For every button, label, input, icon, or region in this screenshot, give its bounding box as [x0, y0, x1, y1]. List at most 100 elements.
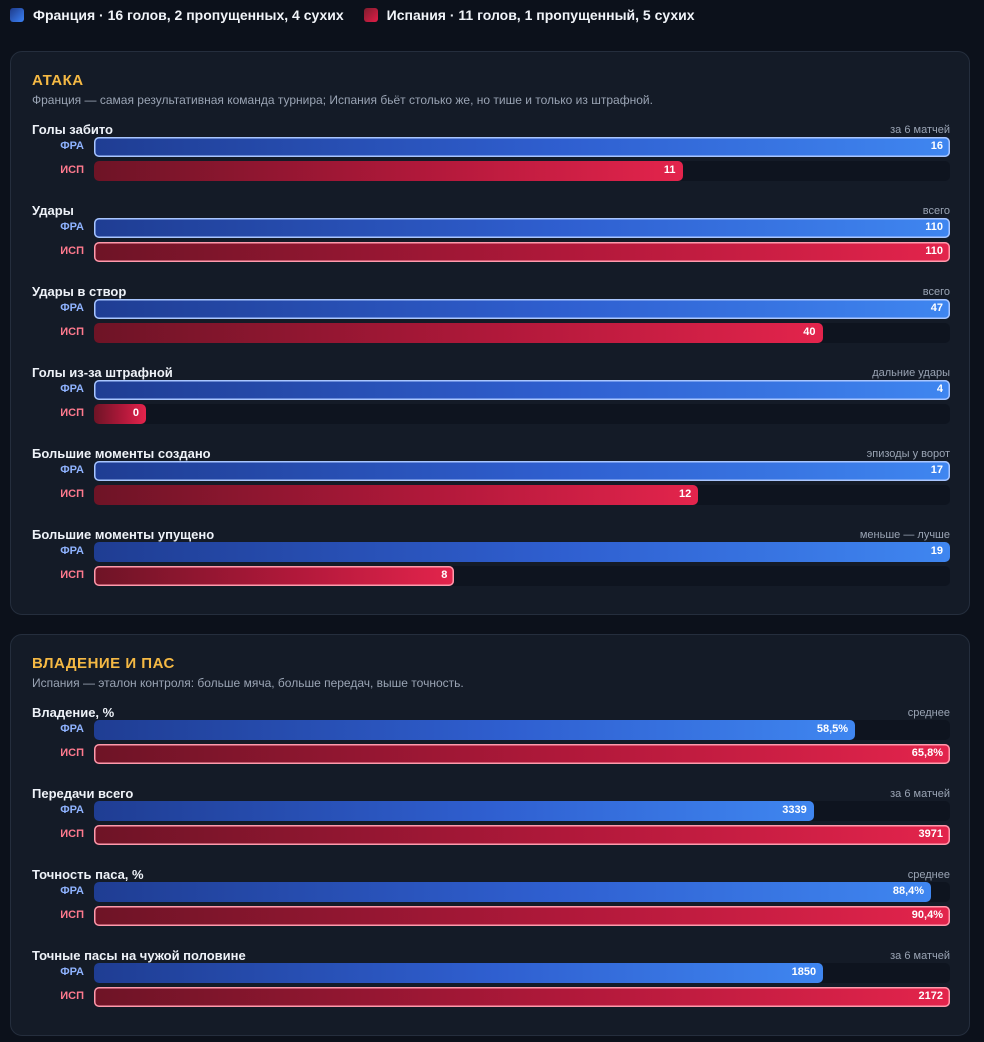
metric-0-5: Большие моменты упущено меньше — лучше ФРА… — [32, 527, 950, 605]
esp-bar-track: 65,8% — [94, 744, 950, 764]
esp-bar-value: 8 — [441, 569, 448, 581]
fra-bar: 3339 — [94, 801, 814, 821]
legend-label-france: Франция · 16 голов, 2 пропущенных, 4 сух… — [33, 7, 344, 23]
metric-0-0: Голы забито за 6 матчей ФРА 16 ИСП 11 — [32, 122, 950, 200]
esp-team-label: ИСП — [60, 164, 84, 176]
fra-team-label: ФРА — [60, 383, 84, 395]
fra-team-label: ФРА — [60, 966, 84, 978]
fra-team-label: ФРА — [60, 140, 84, 152]
metric-note: за 6 матчей — [890, 124, 950, 136]
fra-bar-track: 88,4% — [94, 882, 950, 902]
metric-1-2: Точность паса, % среднее ФРА 88,4% ИСП 90,4% — [32, 867, 950, 945]
metric-1-1: Передачи всего за 6 матчей ФРА 3339 ИСП 3971 — [32, 786, 950, 864]
fra-row: ФРА 88,4% — [32, 882, 950, 902]
esp-bar-value: 2172 — [918, 990, 943, 1002]
legend: Франция · 16 голов, 2 пропущенных, 4 сух… — [10, 7, 715, 23]
metric-0-1: Удары всего ФРА 110 ИСП 110 — [32, 203, 950, 281]
esp-row: ИСП 40 — [32, 323, 950, 343]
esp-team-label: ИСП — [60, 326, 84, 338]
esp-bar: 110 — [94, 242, 950, 262]
metric-note: всего — [922, 286, 950, 298]
spain-color-swatch — [363, 8, 378, 22]
esp-bar: 0 — [94, 404, 146, 424]
fra-bar-value: 17 — [930, 464, 943, 476]
fra-bar-track: 1850 — [94, 963, 950, 983]
esp-bar-track: 90,4% — [94, 906, 950, 926]
fra-bar-track: 4 — [94, 380, 950, 400]
esp-bar-value: 12 — [678, 488, 692, 500]
metric-name: Передачи всего — [32, 786, 134, 801]
metric-1-0: Владение, % среднее ФРА 58,5% ИСП 65,8% — [32, 705, 950, 783]
fra-bar: 88,4% — [94, 882, 932, 902]
metric-name: Точные пасы на чужой половине — [32, 948, 246, 963]
fra-row: ФРА 110 — [32, 218, 950, 238]
esp-bar-value: 3971 — [918, 828, 943, 840]
fra-bar-track: 58,5% — [94, 720, 950, 740]
fra-bar-value: 110 — [925, 221, 943, 233]
esp-row: ИСП 11 — [32, 161, 950, 181]
metric-name: Голы забито — [32, 122, 113, 137]
fra-bar-value: 47 — [930, 302, 943, 314]
esp-bar-value: 90,4% — [911, 909, 943, 921]
esp-team-label: ИСП — [60, 828, 84, 840]
metric-name: Удары в створ — [32, 284, 127, 299]
metric-name: Удары — [32, 203, 74, 218]
fra-row: ФРА 16 — [32, 137, 950, 157]
metric-name: Большие моменты создано — [32, 446, 211, 461]
esp-bar-value: 40 — [803, 326, 816, 338]
esp-bar-track: 11 — [94, 161, 950, 181]
fra-team-label: ФРА — [60, 723, 84, 735]
fra-bar-value: 19 — [930, 545, 943, 557]
fra-bar-track: 47 — [94, 299, 950, 319]
fra-bar-track: 19 — [94, 542, 950, 562]
esp-bar: 3971 — [94, 825, 950, 845]
esp-team-label: ИСП — [60, 909, 84, 921]
esp-bar: 12 — [94, 485, 699, 505]
fra-bar-value: 16 — [930, 140, 943, 152]
fra-bar-value: 3339 — [782, 804, 807, 816]
fra-row: ФРА 47 — [32, 299, 950, 319]
fra-bar: 58,5% — [94, 720, 856, 740]
fra-row: ФРА 17 — [32, 461, 950, 481]
esp-bar-value: 0 — [132, 407, 139, 419]
attack-section-card: АТАКА Франция — самая результативная ком… — [10, 51, 970, 615]
esp-bar: 8 — [94, 566, 455, 586]
metric-1-3: Точные пасы на чужой половине за 6 матчей… — [32, 948, 950, 1026]
metric-note: среднее — [907, 869, 950, 881]
metric-note: среднее — [907, 707, 950, 719]
fra-team-label: ФРА — [60, 885, 84, 897]
esp-bar-value: 110 — [925, 245, 943, 257]
metric-0-4: Большие моменты создано эпизоды у ворот ФР… — [32, 446, 950, 524]
esp-team-label: ИСП — [60, 488, 84, 500]
esp-bar-track: 40 — [94, 323, 950, 343]
fra-team-label: ФРА — [60, 464, 84, 476]
metric-0-2: Удары в створ всего ФРА 47 ИСП 40 — [32, 284, 950, 362]
metric-note: за 6 матчей — [890, 950, 950, 962]
esp-bar-track: 3971 — [94, 825, 950, 845]
esp-row: ИСП 0 — [32, 404, 950, 424]
fra-team-label: ФРА — [60, 804, 84, 816]
esp-row: ИСП 12 — [32, 485, 950, 505]
france-color-swatch — [10, 8, 24, 22]
section-title: АТАКА — [32, 72, 84, 89]
fra-bar-value: 88,4% — [892, 885, 925, 897]
esp-row: ИСП 90,4% — [32, 906, 950, 926]
fra-team-label: ФРА — [60, 545, 84, 557]
legend-item-spain: Испания · 11 голов, 1 пропущенный, 5 сух… — [363, 7, 695, 23]
esp-team-label: ИСП — [60, 245, 84, 257]
esp-bar-track: 0 — [94, 404, 950, 424]
fra-row: ФРА 4 — [32, 380, 950, 400]
fra-bar: 16 — [94, 137, 950, 157]
fra-team-label: ФРА — [60, 221, 84, 233]
metric-name: Точность паса, % — [32, 867, 144, 882]
esp-team-label: ИСП — [60, 569, 84, 581]
metric-note: меньше — лучше — [859, 529, 950, 541]
esp-team-label: ИСП — [60, 407, 84, 419]
fra-bar: 19 — [94, 542, 950, 562]
metric-note: всего — [922, 205, 950, 217]
section-subtitle: Франция — самая результативная команда т… — [32, 93, 653, 107]
section-title: ВЛАДЕНИЕ И ПАС — [32, 655, 175, 672]
metric-name: Большие моменты упущено — [32, 527, 215, 542]
possession-section-card: ВЛАДЕНИЕ И ПАС Испания — эталон контроля… — [10, 634, 970, 1036]
metric-0-3: Голы из-за штрафной дальние удары ФРА 4 ИСП 0 — [32, 365, 950, 443]
